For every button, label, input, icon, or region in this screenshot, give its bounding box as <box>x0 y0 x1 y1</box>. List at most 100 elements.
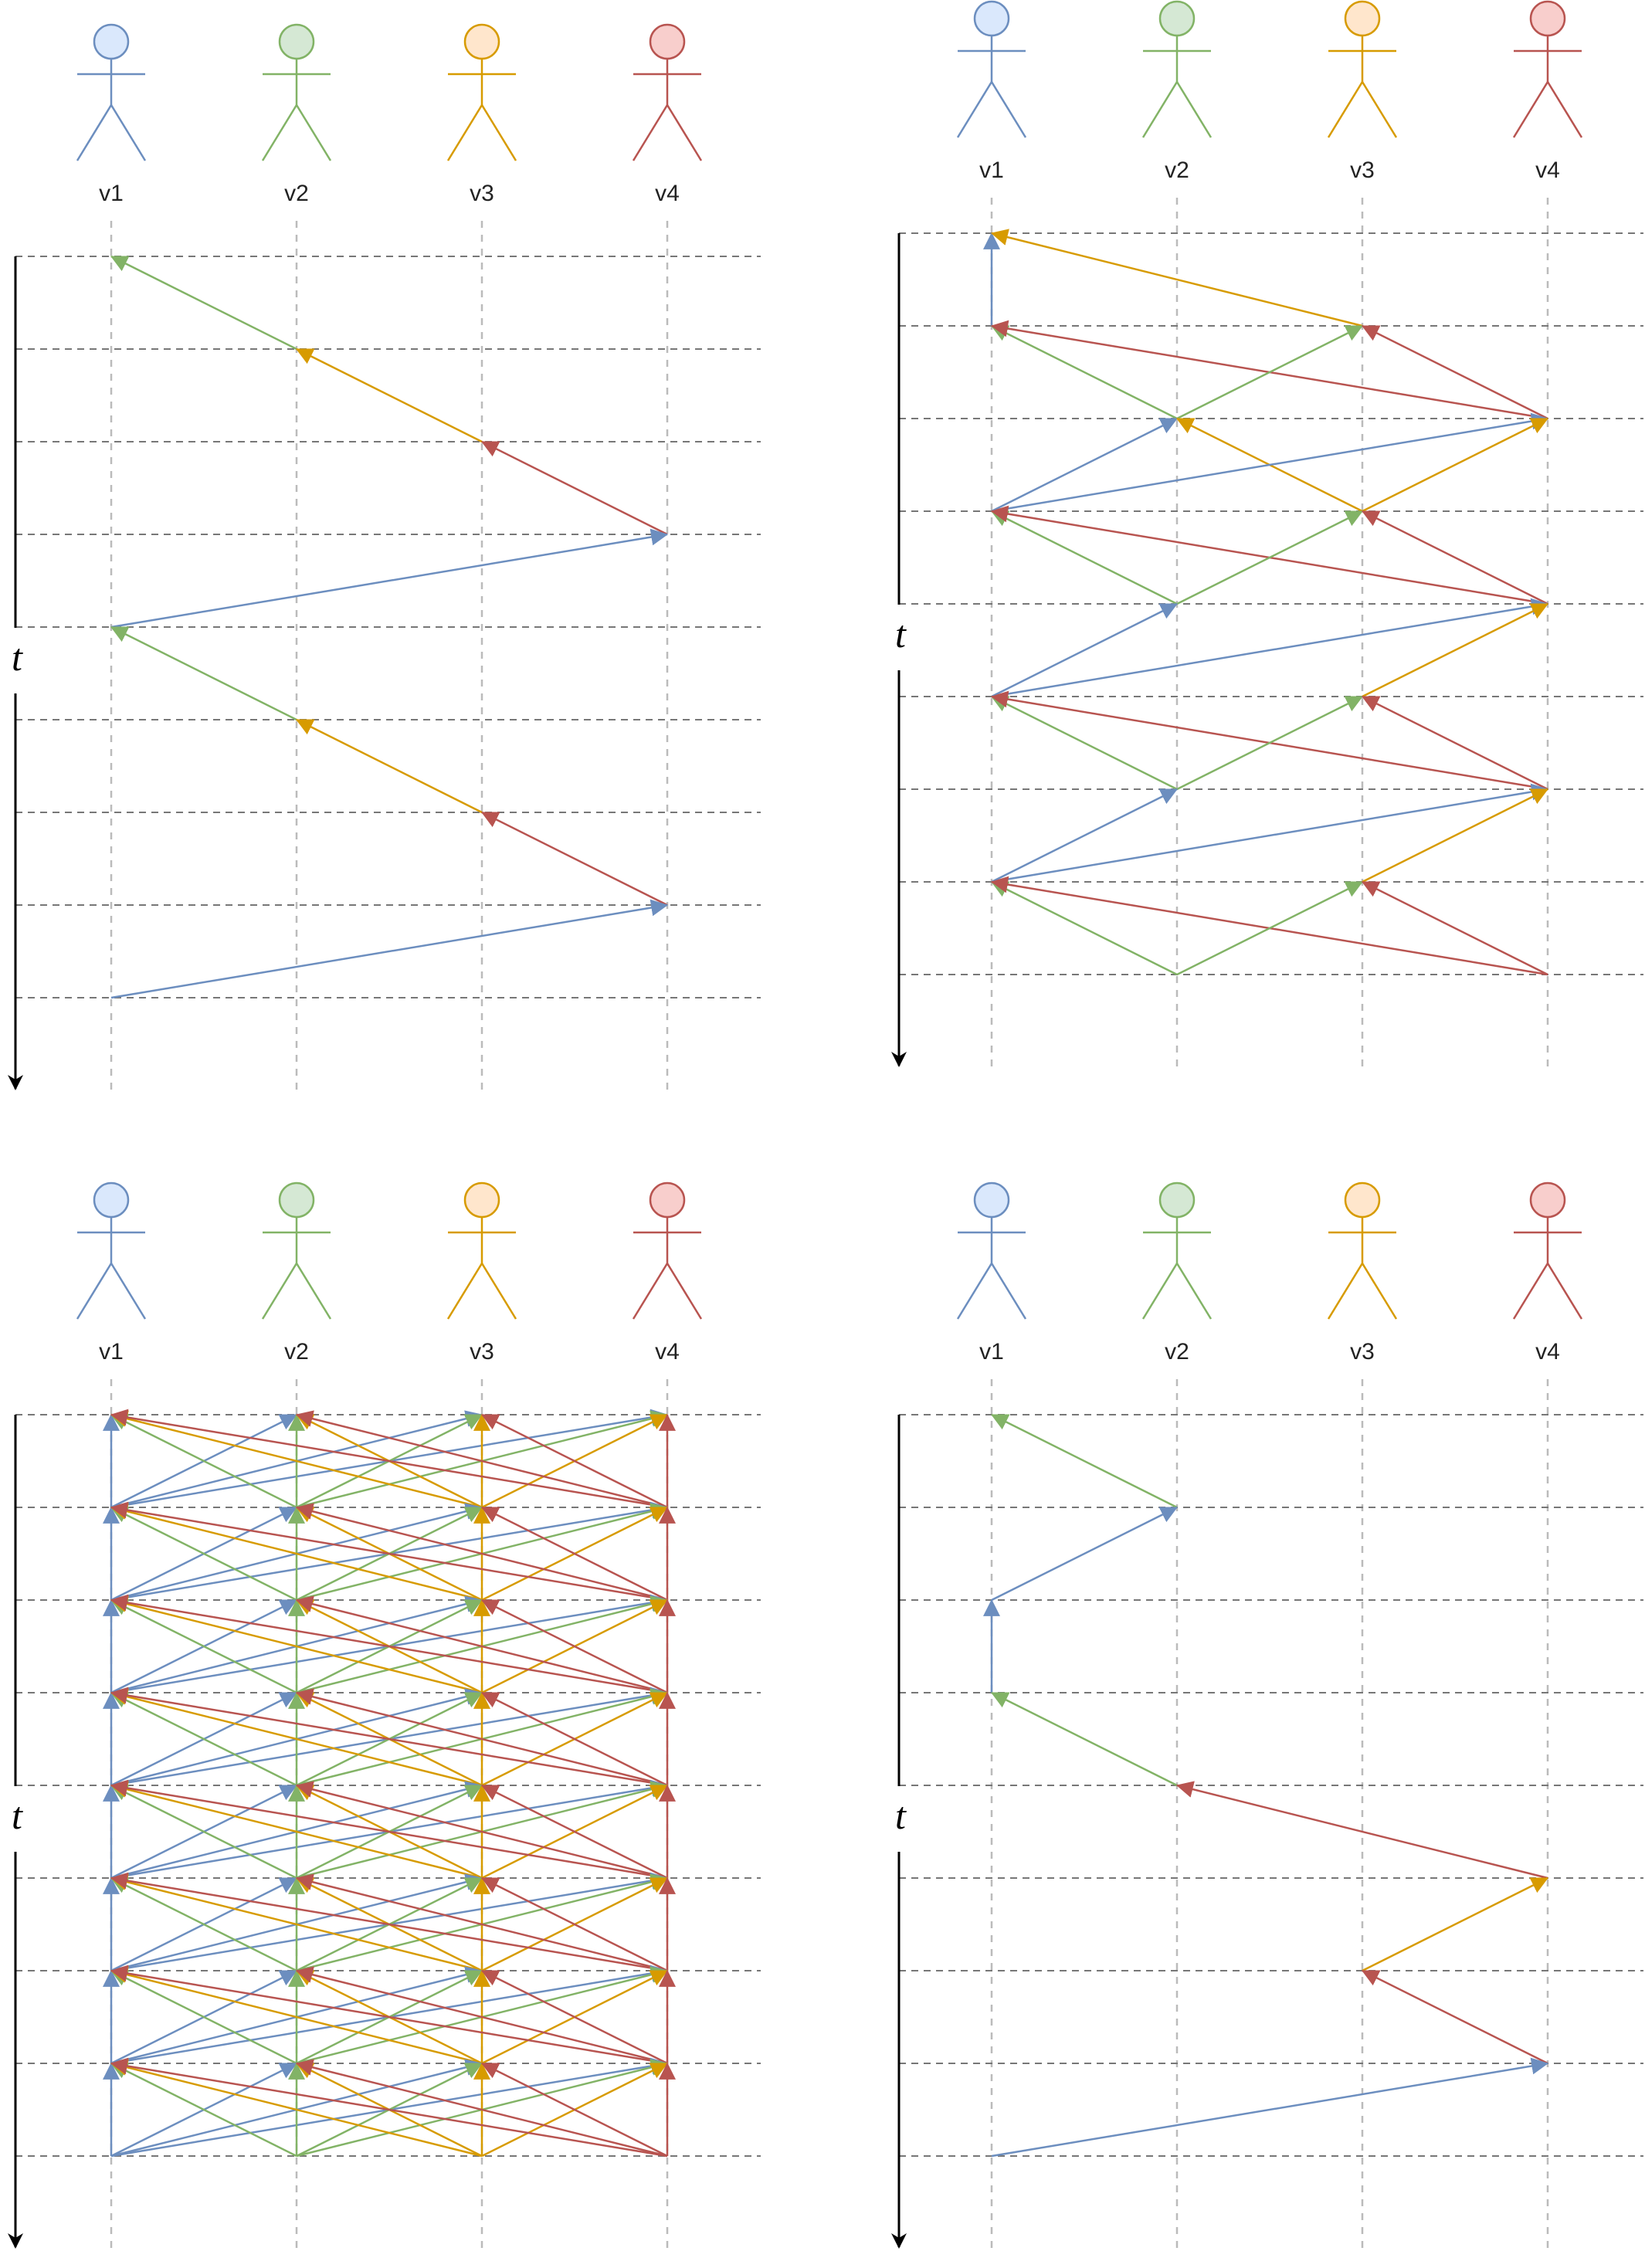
edge-v4-to-v2 <box>1175 1781 1548 1880</box>
message-edges <box>983 229 1549 976</box>
edge-v3-to-v4 <box>1362 417 1548 513</box>
edge-v3-to-v1 <box>990 229 1363 327</box>
actor-label-v2: v2 <box>1165 1339 1189 1365</box>
edge-v1-to-v4 <box>110 528 669 629</box>
actor-v3-icon <box>446 23 517 161</box>
time-axis-label: t <box>895 612 907 656</box>
actor-label-v1: v1 <box>979 158 1004 183</box>
edge-v4-to-v3 <box>481 1413 668 1509</box>
edge-v1-to-v2 <box>991 602 1178 698</box>
edge-v4-to-v2 <box>295 1688 668 1787</box>
edge-v4-to-v1 <box>110 1965 668 2065</box>
panel-bottom-right: v1 v2 v3 v4 t <box>891 1181 1643 2253</box>
edge-v4-to-v1 <box>110 1779 668 1880</box>
edge-v1-to-v2 <box>991 788 1178 883</box>
actor-v4-icon <box>1512 1181 1583 1320</box>
edge-v1-to-v4 <box>991 412 1549 513</box>
edge-v4-to-v2 <box>295 1595 668 1694</box>
actor-label-v1: v1 <box>99 1339 124 1365</box>
actor-label-v4: v4 <box>655 181 680 206</box>
edge-v3-to-v1 <box>110 1873 483 1972</box>
edge-v3-to-v1 <box>110 2059 483 2158</box>
edge-v1-to-v4 <box>991 2057 1549 2158</box>
edge-v4-to-v2 <box>295 1966 668 2065</box>
actor-label-v2: v2 <box>284 181 309 206</box>
edge-v4-to-v3 <box>481 1598 668 1694</box>
edge-v4-to-v3 <box>481 440 668 536</box>
edge-v2-to-v1 <box>110 1691 297 1787</box>
edge-v3-to-v4 <box>1362 602 1548 698</box>
edge-v4-to-v1 <box>110 1501 668 1602</box>
edge-v2-to-v3 <box>1176 324 1363 420</box>
edge-v2-to-v1 <box>991 880 1178 976</box>
message-edges <box>103 1409 676 2158</box>
actor-label-v4: v4 <box>1535 1339 1560 1365</box>
edge-v4-to-v2 <box>295 1873 668 1972</box>
actor-v3-icon <box>446 1181 517 1320</box>
edge-v4-to-v1 <box>110 1409 668 1509</box>
edge-v4-to-v3 <box>481 1969 668 2065</box>
edge-v2-to-v1 <box>991 1691 1178 1787</box>
edge-v4-to-v1 <box>110 1687 668 1787</box>
edge-v4-to-v3 <box>481 2062 668 2158</box>
actor-v4-icon <box>632 23 703 161</box>
edge-v2-to-v1 <box>991 324 1178 420</box>
edge-v3-to-v4 <box>1362 1876 1548 1972</box>
actor-label-v4: v4 <box>655 1339 680 1365</box>
actor-v1-icon <box>956 1181 1027 1320</box>
edge-v3-to-v1 <box>110 1688 483 1787</box>
actor-v2-icon <box>1141 0 1213 138</box>
edge-v1-to-v2 <box>991 417 1178 513</box>
actor-v3-icon <box>1327 0 1398 138</box>
edge-v1-to-v4 <box>991 783 1549 883</box>
edge-v2-to-v3 <box>1176 880 1363 976</box>
edge-v3-to-v1 <box>110 1781 483 1880</box>
actor-v4-icon <box>632 1181 703 1320</box>
edge-v4-to-v3 <box>481 1876 668 1972</box>
edge-v2-to-v1 <box>110 1969 297 2065</box>
edge-v1-to-v4 <box>110 899 669 999</box>
edge-v3-to-v1 <box>110 1966 483 2065</box>
edge-v4-to-v3 <box>1362 880 1548 976</box>
edge-v4-to-v3 <box>481 1506 668 1602</box>
actor-v2-icon <box>1141 1181 1213 1320</box>
actor-v1-icon <box>76 1181 147 1320</box>
edge-v4-to-v1 <box>110 2057 668 2158</box>
edge-v4-to-v3 <box>481 811 668 907</box>
actor-label-v3: v3 <box>1350 158 1375 183</box>
edge-v3-to-v2 <box>296 347 483 443</box>
edge-v1-to-v4 <box>991 598 1549 698</box>
edge-v4-to-v3 <box>1362 324 1548 420</box>
panel-top-left: v1 v2 v3 v4 t <box>8 23 761 1094</box>
edge-v2-to-v1 <box>110 1876 297 1972</box>
edge-v2-to-v1 <box>991 1413 1178 1509</box>
edge-v4-to-v3 <box>481 1784 668 1880</box>
time-axis-label: t <box>12 636 23 679</box>
edge-v3-to-v4 <box>1362 788 1548 883</box>
edge-v4-to-v1 <box>110 1872 668 1972</box>
edge-v1-to-v2 <box>991 1506 1178 1602</box>
edge-v4-to-v3 <box>1362 510 1548 605</box>
edge-v2-to-v1 <box>110 625 297 721</box>
edge-v2-to-v1 <box>110 1413 297 1509</box>
edge-v4-to-v2 <box>295 1410 668 1509</box>
edge-v3-to-v1 <box>110 1410 483 1509</box>
edge-v4-to-v2 <box>295 1503 668 1602</box>
actor-v2-icon <box>261 1181 332 1320</box>
edge-v4-to-v3 <box>481 1691 668 1787</box>
actor-v1-icon <box>956 0 1027 138</box>
actor-label-v3: v3 <box>1350 1339 1375 1365</box>
edge-v2-to-v1 <box>991 510 1178 605</box>
edge-v4-to-v3 <box>1362 695 1548 791</box>
edge-v3-to-v1 <box>110 1503 483 1602</box>
edge-v2-to-v3 <box>1176 695 1363 791</box>
actor-v2-icon <box>261 23 332 161</box>
message-edges <box>110 255 669 999</box>
actor-label-v1: v1 <box>99 181 124 206</box>
edge-v4-to-v2 <box>295 2059 668 2158</box>
actor-v3-icon <box>1327 1181 1398 1320</box>
edge-v4-to-v1 <box>110 1594 668 1694</box>
edge-v4-to-v2 <box>295 1781 668 1880</box>
panel-top-right: v1 v2 v3 v4 t <box>891 0 1643 1071</box>
edge-v3-to-v1 <box>110 1595 483 1694</box>
